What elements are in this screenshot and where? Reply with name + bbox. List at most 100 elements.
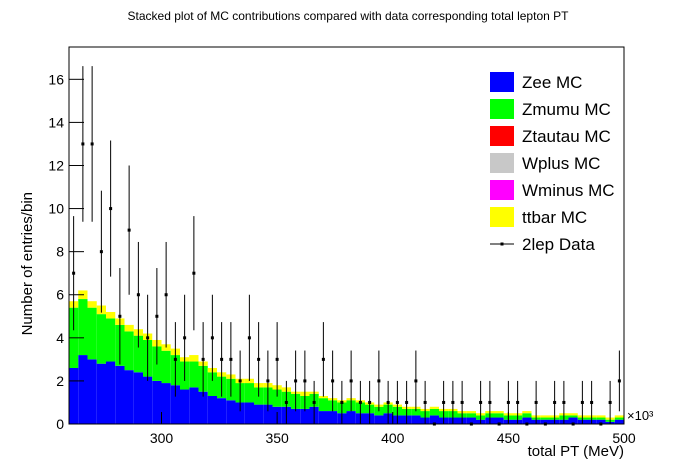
histogram-bar <box>143 376 153 424</box>
data-point <box>118 314 122 318</box>
histogram-bar <box>180 389 190 424</box>
histogram-bar <box>411 415 421 424</box>
y-tick-label: 0 <box>56 416 64 432</box>
data-point <box>608 400 612 404</box>
x-axis-label: total PT (MeV) <box>528 443 624 460</box>
histogram-bar <box>300 408 310 424</box>
data-point <box>81 142 85 146</box>
data-point <box>460 400 464 404</box>
legend-label: ttbar MC <box>522 208 587 227</box>
histogram-bar <box>429 408 439 416</box>
data-point <box>590 400 594 404</box>
histogram-bar <box>466 411 476 414</box>
data-point <box>257 357 261 361</box>
x-tick-label: 500 <box>612 430 636 446</box>
histogram-bar <box>374 415 384 424</box>
data-point <box>368 400 372 404</box>
legend-swatch <box>490 99 514 119</box>
data-point <box>562 400 566 404</box>
histogram-bar <box>78 299 88 356</box>
histogram-bar <box>494 413 504 418</box>
data-point <box>386 400 390 404</box>
histogram-bar <box>540 417 550 420</box>
histogram-bar <box>198 391 208 424</box>
plot-frame <box>68 46 625 425</box>
histogram-bar <box>254 404 264 424</box>
data-point <box>312 400 316 404</box>
histogram-bar <box>291 408 301 424</box>
legend-swatch <box>490 126 514 146</box>
data-point <box>183 336 187 340</box>
data-point <box>220 357 224 361</box>
data-point <box>72 271 76 275</box>
y-axis-label: Number of entries/bin <box>19 192 36 335</box>
histogram-bar <box>596 415 606 418</box>
data-point <box>99 250 103 254</box>
data-point <box>516 400 520 404</box>
histogram-bar <box>328 411 338 424</box>
x-tick-label: 400 <box>381 430 405 446</box>
histogram-bar <box>568 415 578 418</box>
data-point <box>247 336 251 340</box>
legend-swatch <box>490 72 514 92</box>
data-point <box>451 400 455 404</box>
histogram-bar <box>522 411 532 414</box>
histogram-bar <box>540 419 550 424</box>
data-point <box>442 400 446 404</box>
histogram-bar <box>244 383 254 403</box>
data-point <box>136 293 140 297</box>
y-tick-label: 6 <box>56 287 64 303</box>
histogram-bar <box>244 378 254 384</box>
histogram-bar <box>69 367 79 424</box>
y-tick-label: 14 <box>48 114 64 130</box>
histogram-bar <box>189 361 199 388</box>
data-point <box>238 379 242 383</box>
y-tick-label: 4 <box>56 330 64 346</box>
legend-swatch <box>490 207 514 227</box>
histogram-bar <box>87 307 97 360</box>
chart-title: Stacked plot of MC contributions compare… <box>128 9 570 23</box>
histogram-bar <box>96 363 106 424</box>
histogram-bar <box>614 419 624 424</box>
histogram-bar <box>494 411 504 414</box>
data-point <box>414 379 418 383</box>
y-tick-label: 2 <box>56 373 64 389</box>
data-point <box>617 379 621 383</box>
histogram-bar <box>124 331 134 371</box>
x-tick-label: 300 <box>150 430 174 446</box>
data-point <box>340 400 344 404</box>
histogram-bar <box>87 301 97 308</box>
y-tick-label: 8 <box>56 244 64 260</box>
histogram-bar <box>596 419 606 424</box>
histogram-bar <box>106 318 116 362</box>
histogram-bar <box>614 415 624 418</box>
data-point <box>146 336 150 340</box>
data-point <box>358 400 362 404</box>
data-point <box>155 314 159 318</box>
histogram-bar <box>106 311 116 319</box>
histogram-bar <box>152 380 162 424</box>
data-point <box>201 357 205 361</box>
histogram-bar <box>596 417 606 420</box>
histogram-bar <box>318 411 328 424</box>
histogram-bar <box>429 406 439 409</box>
legend: Zee MC Zmumu MC Ztautau MC Wplus MC Wminus M… <box>490 72 615 254</box>
histogram-bar <box>133 372 143 424</box>
legend-label: 2lep Data <box>522 235 595 254</box>
data-point <box>580 400 584 404</box>
histogram-bar <box>124 324 134 332</box>
histogram-bar <box>115 365 125 424</box>
x-tick-label: 350 <box>265 430 289 446</box>
histogram-bar <box>161 383 171 424</box>
legend-label: Wminus MC <box>522 181 615 200</box>
histogram-bar <box>466 413 476 418</box>
legend-label: Ztautau MC <box>522 127 611 146</box>
data-point <box>488 400 492 404</box>
data-point <box>275 357 279 361</box>
histogram-bar <box>568 417 578 424</box>
histogram-bar <box>346 411 356 424</box>
histogram-bar <box>161 344 171 351</box>
legend-data-marker <box>500 242 504 246</box>
histogram-bar <box>522 417 532 424</box>
y-tick-label: 12 <box>48 157 64 173</box>
